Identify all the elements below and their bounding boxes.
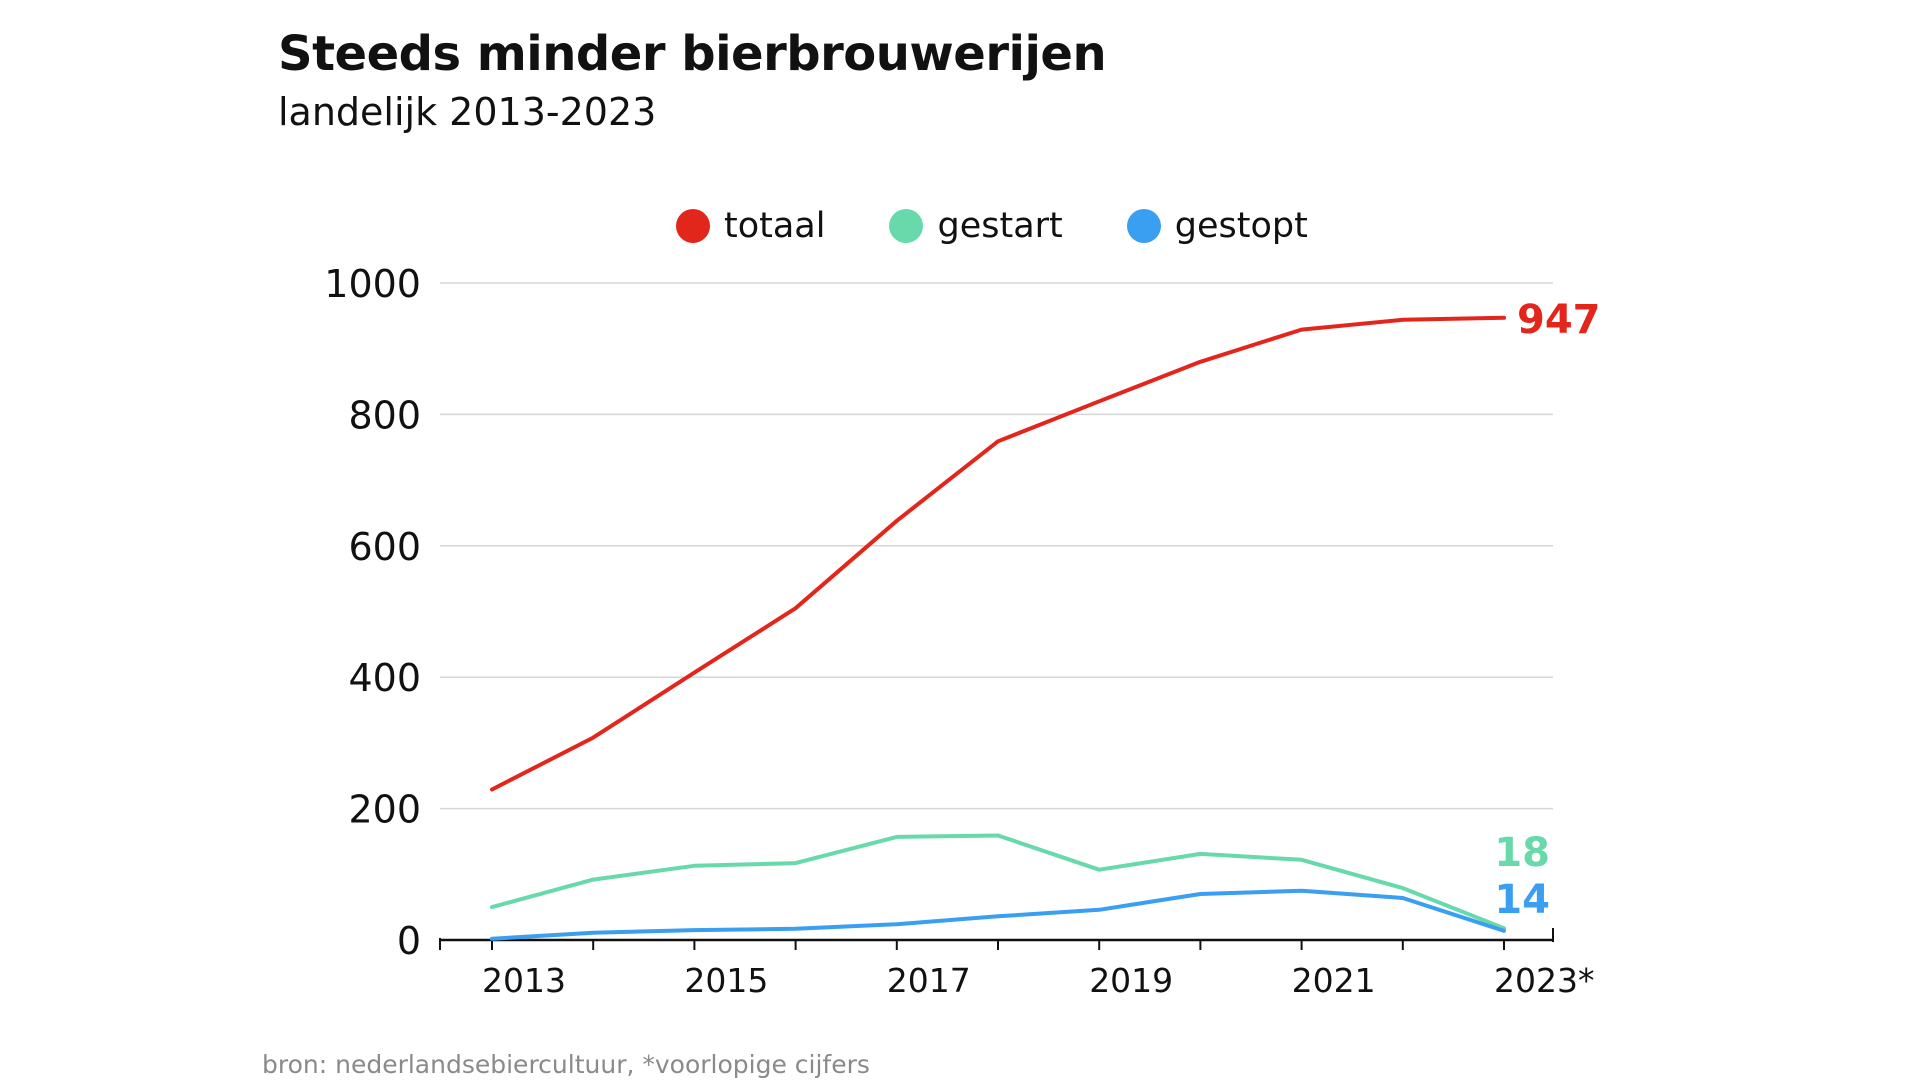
chart-title: Steeds minder bierbrouwerijen <box>278 26 1107 82</box>
x-tick-label-2013: 2013 <box>482 961 566 1000</box>
y-tick-label-0: 0 <box>397 919 421 963</box>
x-tick-label-2021: 2021 <box>1292 961 1376 1000</box>
end-label-totaal: 947 <box>1517 297 1601 343</box>
legend-label-totaal: totaal <box>724 206 826 246</box>
y-tick-label-400: 400 <box>348 656 421 700</box>
legend-swatch-gestart <box>889 209 924 243</box>
end-label-gestart: 18 <box>1494 830 1550 876</box>
x-tick-label-2019: 2019 <box>1089 961 1173 1000</box>
y-tick-label-200: 200 <box>348 788 421 832</box>
x-tick-label-2023: 2023* <box>1494 961 1594 1000</box>
series-line-totaal <box>490 315 1506 792</box>
y-tick-label-1000: 1000 <box>324 262 421 306</box>
legend-label-gestopt: gestopt <box>1174 206 1308 246</box>
x-tick-label-2015: 2015 <box>684 961 768 1000</box>
y-tick-label-800: 800 <box>348 393 421 437</box>
series-line-gestart <box>490 833 1506 931</box>
source-note: bron: nederlandsebiercultuur, *voorlopig… <box>262 1050 870 1079</box>
series-line-gestopt <box>490 888 1506 941</box>
chart-legend: totaal gestart gestopt <box>676 200 1308 252</box>
legend-item-totaal: totaal <box>676 206 825 246</box>
legend-swatch-totaal <box>676 209 710 243</box>
legend-item-gestopt: gestopt <box>1126 206 1308 246</box>
legend-label-gestart: gestart <box>937 206 1063 246</box>
legend-item-gestart: gestart <box>889 206 1063 246</box>
x-tick-label-2017: 2017 <box>887 961 971 1000</box>
legend-swatch-gestopt <box>1126 209 1161 243</box>
chart-subtitle: landelijk 2013-2023 <box>278 90 657 134</box>
y-tick-label-600: 600 <box>348 525 421 569</box>
end-label-gestopt: 14 <box>1494 877 1550 923</box>
